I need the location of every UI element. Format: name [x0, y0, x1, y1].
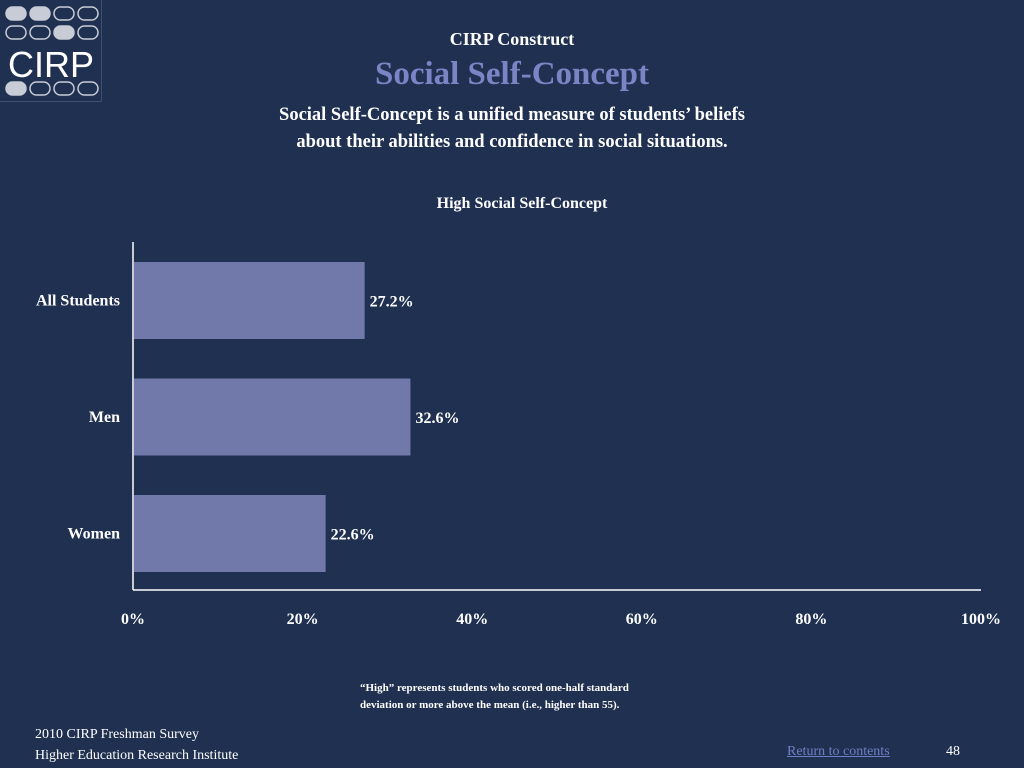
x-tick-label: 20%: [287, 611, 319, 628]
x-tick-label: 80%: [795, 611, 827, 628]
category-label: Women: [68, 526, 121, 543]
bar-women: [134, 495, 326, 572]
logo-text: CIRP: [8, 44, 94, 85]
page-number: 48: [946, 744, 960, 759]
bar-all-students: [134, 262, 365, 339]
construct-label: CIRP Construct: [449, 29, 575, 49]
data-label: 22.6%: [331, 527, 375, 544]
category-label: All Students: [36, 293, 120, 310]
survey-name: 2010 CIRP Freshman Survey: [35, 727, 199, 742]
page-title: Social Self-Concept: [374, 56, 650, 92]
chart-title: High Social Self-Concept: [436, 195, 608, 212]
institute-name: Higher Education Research Institute: [35, 748, 239, 763]
category-label: Men: [89, 409, 120, 426]
footnote-line-1: “High” represents students who scored on…: [360, 682, 629, 694]
description-line-1: Social Self-Concept is a unified measure…: [279, 105, 745, 125]
x-tick-label: 60%: [626, 611, 658, 628]
footnote-line-2: deviation or more above the mean (i.e., …: [360, 699, 620, 711]
description-line-2: about their abilities and confidence in …: [296, 132, 728, 152]
data-label: 27.2%: [370, 294, 414, 311]
x-tick-label: 0%: [121, 611, 145, 628]
data-label: 32.6%: [415, 410, 459, 427]
x-tick-label: 40%: [456, 611, 488, 628]
return-to-contents-link[interactable]: Return to contents: [787, 744, 890, 759]
footnote: “High” represents students who scored on…: [360, 680, 740, 714]
x-tick-label: 100%: [961, 611, 1001, 628]
construct-description: Social Self-Concept is a unified measure…: [0, 102, 1024, 156]
bar-men: [134, 378, 411, 456]
cirp-logo: CIRP: [0, 0, 102, 102]
source-info: 2010 CIRP Freshman Survey Higher Educati…: [35, 724, 238, 766]
